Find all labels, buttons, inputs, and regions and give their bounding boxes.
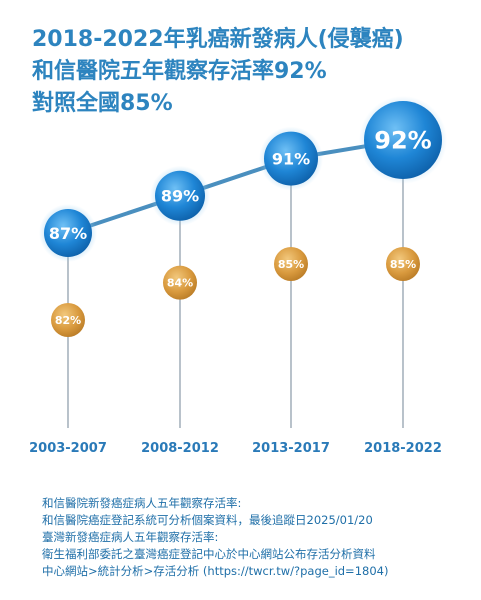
hospital-label-2013-2017: 91% xyxy=(272,149,310,168)
national-point-2003-2007: 82% xyxy=(51,303,85,337)
category-labels-layer: 2003-2007 2008-2012 2013-2017 2018-2022 xyxy=(29,441,442,456)
hospital-label-2003-2007: 87% xyxy=(49,224,87,243)
title-line-2: 和信醫院五年觀察存活率92% xyxy=(32,59,327,84)
hospital-trend-line xyxy=(66,138,405,235)
national-point-2008-2012: 84% xyxy=(163,265,197,300)
national-label-2003-2007: 82% xyxy=(55,314,81,327)
hospital-series-layer: 87% 89% 91% 92% xyxy=(39,96,447,262)
hospital-point-2008-2012: 89% xyxy=(150,165,210,226)
category-label-2018-2022: 2018-2022 xyxy=(364,441,442,456)
source-line-1: 和信醫院新發癌症病人五年觀察存活率: xyxy=(42,496,242,510)
title-line-3: 對照全國85% xyxy=(32,91,173,116)
national-point-2013-2017: 85% xyxy=(274,247,308,281)
trend-line-layer xyxy=(66,138,405,235)
hospital-label-2008-2012: 89% xyxy=(161,187,199,206)
national-label-2013-2017: 85% xyxy=(278,258,304,271)
category-label-2008-2012: 2008-2012 xyxy=(141,441,219,456)
hospital-label-2018-2022: 92% xyxy=(374,127,431,155)
national-point-2018-2022: 85% xyxy=(386,247,420,281)
national-label-2018-2022: 85% xyxy=(390,258,416,271)
source-line-3: 臺灣新發癌症病人五年觀察存活率: xyxy=(42,530,219,544)
national-label-2008-2012: 84% xyxy=(167,277,193,290)
source-line-2: 和信醫院癌症登記系統可分析個案資料，最後追蹤日2025/01/20 xyxy=(42,513,373,527)
source-line-4: 衛生福利部委託之臺灣癌症登記中心於中心網站公布存活分析資料 xyxy=(42,547,376,561)
source-notes: 和信醫院新發癌症病人五年觀察存活率: 和信醫院癌症登記系統可分析個案資料，最後追… xyxy=(42,495,472,580)
hospital-point-2003-2007: 87% xyxy=(39,204,97,262)
hospital-point-2018-2022: 92% xyxy=(359,96,447,184)
chart-title: 2018-2022年乳癌新發病人(侵襲癌) 和信醫院五年觀察存活率92% 對照全… xyxy=(32,24,472,120)
hospital-point-2013-2017: 91% xyxy=(259,126,323,191)
national-series-layer: 82% 84% 85% 85% xyxy=(51,247,420,337)
title-line-1: 2018-2022年乳癌新發病人(侵襲癌) xyxy=(32,27,404,52)
category-label-2013-2017: 2013-2017 xyxy=(252,441,330,456)
stems-layer xyxy=(67,140,404,428)
source-line-5: 中心網站>統計分析>存活分析 (https://twcr.tw/?page_id… xyxy=(42,564,389,578)
category-label-2003-2007: 2003-2007 xyxy=(29,441,107,456)
